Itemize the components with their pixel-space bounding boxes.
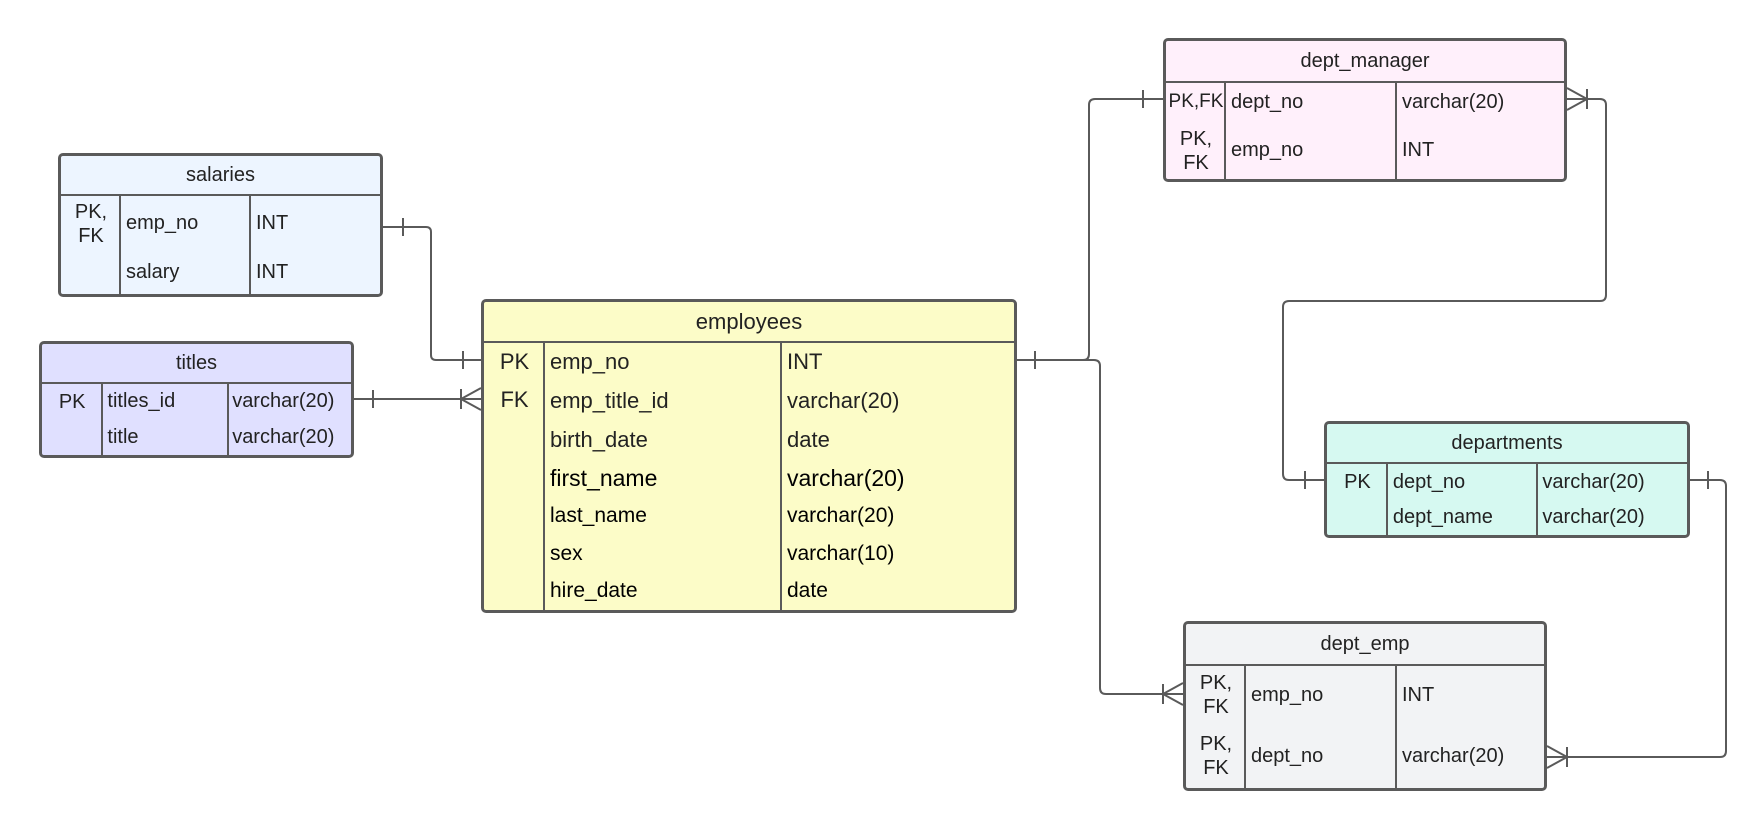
column-type: date <box>787 578 828 602</box>
column-name: birth_date <box>550 426 648 452</box>
table-row: first_name varchar(20) <box>484 459 1014 497</box>
table-row: PK, FK emp_no INT <box>61 196 380 251</box>
table-row: hire_date date <box>484 572 1014 609</box>
table-departments[interactable]: departments PK dept_no varchar(20) dept_… <box>1324 421 1690 538</box>
column-type: varchar(20) <box>232 390 335 412</box>
key-cell: PK <box>499 348 530 374</box>
link-titles-employees[interactable] <box>354 387 482 411</box>
column-type: varchar(20) <box>787 504 895 527</box>
link-departments-dept-emp[interactable] <box>1546 471 1727 769</box>
column-name: dept_name <box>1392 506 1493 528</box>
column-name: dept_no <box>1251 744 1324 767</box>
column-type: INT <box>1402 683 1435 706</box>
table-title: dept_emp <box>1186 624 1544 666</box>
column-type: date <box>787 426 830 452</box>
column-type: INT <box>256 212 289 234</box>
column-type: INT <box>256 261 289 283</box>
table-row: PK, FK emp_no INT <box>1186 666 1544 724</box>
key-cell: PK,FK <box>74 200 108 247</box>
key-cell: PK,FK <box>1199 672 1233 718</box>
table-employees[interactable]: employees PK emp_no INT FK emp_title_id … <box>481 299 1017 613</box>
column-name: emp_no <box>1231 139 1304 161</box>
column-type: varchar(20) <box>1402 91 1505 113</box>
column-name: hire_date <box>550 578 638 602</box>
column-name: title <box>107 425 139 448</box>
table-row: dept_name varchar(20) <box>1327 500 1687 535</box>
table-row: last_name varchar(20) <box>484 497 1014 535</box>
link-employees-dept-emp[interactable] <box>1017 359 1184 706</box>
table-title: dept_manager <box>1166 41 1564 83</box>
column-name: emp_no <box>550 349 630 374</box>
table-row: sex varchar(10) <box>484 535 1014 572</box>
table-title: salaries <box>61 156 380 196</box>
key-cell: PK <box>58 390 86 413</box>
link-dept-manager-departments[interactable] <box>1282 87 1607 489</box>
key-cell: FK <box>500 387 529 413</box>
table-title: titles <box>42 344 351 384</box>
column-type: varchar(20) <box>1542 506 1645 528</box>
column-type: varchar(10) <box>787 541 895 565</box>
key-cell: PK,FK <box>1179 127 1213 174</box>
table-row: PK,FK dept_no varchar(20) <box>1186 724 1544 788</box>
column-name: emp_no <box>1251 683 1324 706</box>
link-employees-dept-manager[interactable] <box>1017 90 1163 369</box>
column-name: salary <box>126 261 180 283</box>
link-salaries-employees[interactable] <box>383 218 481 369</box>
column-name: titles_id <box>107 390 176 412</box>
table-salaries[interactable]: salaries PK, FK emp_no INT salary INT <box>58 153 383 297</box>
column-type: varchar(20) <box>787 387 900 413</box>
table-row: PK,FK dept_no varchar(20) <box>1166 83 1564 122</box>
key-cell: PK,FK <box>1199 733 1233 779</box>
table-row: birth_date date <box>484 420 1014 459</box>
table-row: title varchar(20) <box>42 419 351 455</box>
key-cell: PK,FK <box>1168 91 1224 113</box>
column-name: dept_no <box>1231 91 1304 113</box>
column-type: INT <box>1402 139 1435 161</box>
table-title: departments <box>1327 424 1687 464</box>
table-row: PK dept_no varchar(20) <box>1327 464 1687 500</box>
table-row: PK titles_id varchar(20) <box>42 384 351 419</box>
column-type: varchar(20) <box>232 425 335 448</box>
column-name: dept_no <box>1392 470 1466 493</box>
column-name: first_name <box>550 464 658 491</box>
table-titles[interactable]: titles PK titles_id varchar(20) title va… <box>39 341 354 458</box>
table-dept-manager[interactable]: dept_manager PK,FK dept_no varchar(20) P… <box>1163 38 1567 182</box>
table-title: employees <box>484 302 1014 343</box>
column-type: INT <box>787 349 823 374</box>
table-row: PK emp_no INT <box>484 343 1014 381</box>
column-name: sex <box>550 541 583 565</box>
key-cell: PK <box>1344 471 1371 493</box>
column-type: varchar(20) <box>1402 744 1505 767</box>
table-row: PK, FK emp_no INT <box>1166 122 1564 179</box>
column-name: emp_title_id <box>550 387 669 413</box>
column-type: varchar(20) <box>787 464 905 491</box>
table-row: salary INT <box>61 251 380 294</box>
table-row: FK emp_title_id varchar(20) <box>484 381 1014 420</box>
column-type: varchar(20) <box>1542 470 1645 493</box>
column-name: last_name <box>550 504 647 527</box>
column-name: emp_no <box>126 212 199 234</box>
table-dept-emp[interactable]: dept_emp PK, FK emp_no INT PK, FK dept_no … <box>1183 621 1547 791</box>
